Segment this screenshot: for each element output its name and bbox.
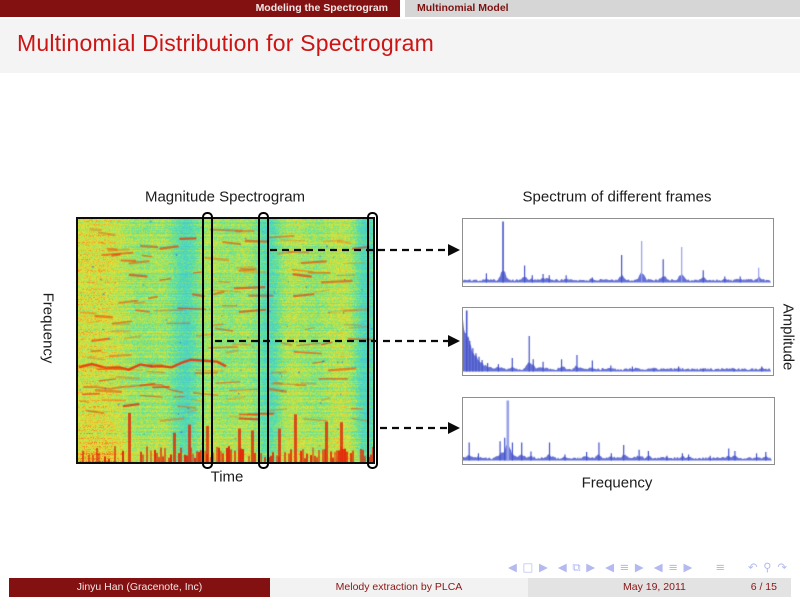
spectrogram-canvas: [78, 219, 373, 462]
arrow-head-1: [448, 244, 460, 256]
nav-symbols: ◀ □ ▶ ◀ ⧉ ▶ ◀ ≡ ▶ ◀ ≡ ▶ ≡ ↶ ⚲ ↷: [499, 559, 788, 575]
footer-bar: Jinyu Han (Gracenote, Inc) Melody extrac…: [0, 578, 800, 597]
header-divider: [400, 0, 405, 17]
arrow-head-3: [448, 422, 460, 434]
spectrum-canvas-2: [463, 308, 771, 373]
nav-group-3[interactable]: ◀ ≡ ▶: [605, 560, 645, 574]
spectrogram-xlabel: Time: [210, 468, 244, 486]
nav-group-2[interactable]: ◀ ⧉ ▶: [557, 559, 597, 574]
frame-marker-3: [367, 212, 378, 469]
nav-group-6[interactable]: ↶ ⚲ ↷: [747, 560, 788, 574]
footer-author: Jinyu Han (Gracenote, Inc): [9, 578, 270, 597]
spectra-xlabel: Frequency: [581, 474, 653, 492]
spectrogram-frame: [76, 217, 375, 464]
arrow-head-2: [448, 335, 460, 347]
nav-group-5[interactable]: ≡: [715, 560, 726, 574]
spectrum-plot-2: [462, 307, 774, 376]
footer-date: May 19, 2011: [623, 581, 686, 593]
tab-section[interactable]: Modeling the Spectrogram: [0, 0, 400, 17]
footer-paper-title: Melody extraction by PLCA: [270, 578, 528, 597]
nav-group-1[interactable]: ◀ □ ▶: [507, 560, 549, 574]
footer-date-block: May 19, 2011 6 / 15: [528, 578, 791, 597]
page-title: Multinomial Distribution for Spectrogram: [17, 30, 435, 56]
spectra-title: Spectrum of different frames: [522, 188, 712, 206]
footer-page-number: 6 / 15: [750, 581, 777, 593]
spectrum-plot-1: [462, 218, 774, 287]
spectrum-canvas-3: [463, 398, 772, 462]
spectrogram-ylabel: Frequency: [39, 292, 57, 364]
header-bar: Modeling the Spectrogram Multinomial Mod…: [0, 0, 800, 17]
tab-subsection[interactable]: Multinomial Model: [417, 2, 509, 14]
spectrum-canvas-1: [463, 219, 771, 284]
spectrogram-title: Magnitude Spectrogram: [144, 188, 306, 206]
frame-marker-2: [258, 212, 269, 469]
spectrum-plot-3: [462, 397, 775, 465]
nav-group-4[interactable]: ◀ ≡ ▶: [653, 560, 694, 574]
frame-marker-1: [202, 212, 213, 469]
spectra-ylabel: Amplitude: [779, 303, 797, 371]
title-band: [0, 17, 800, 73]
